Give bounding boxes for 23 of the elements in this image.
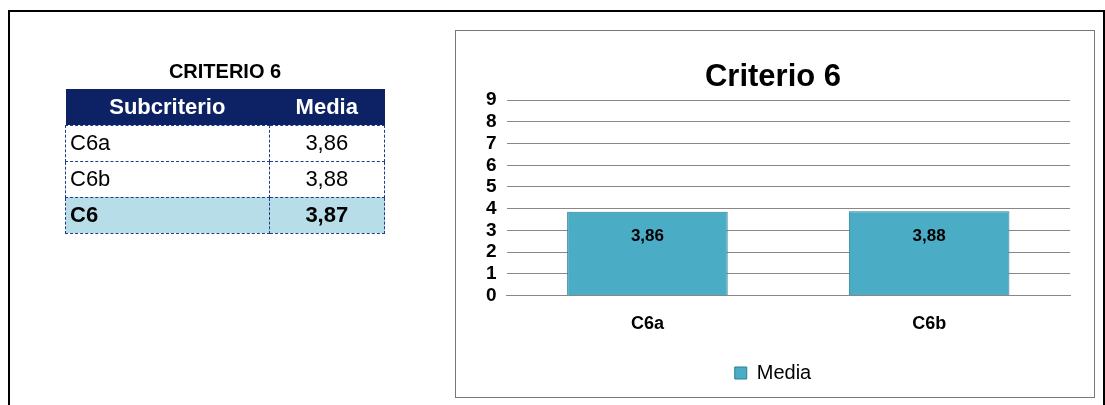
text: Subcriterio — [65, 89, 270, 125]
y-tick-label: 4 — [485, 196, 497, 218]
y-tick-label: 1 — [485, 261, 497, 283]
data-label: 3,88 — [912, 226, 946, 246]
legend-label: Media — [756, 360, 813, 383]
y-tick-label: 2 — [485, 240, 497, 262]
text: 3,87 — [269, 197, 385, 233]
y-tick-label: 8 — [485, 110, 497, 132]
y-tick-label: 7 — [485, 131, 497, 153]
text: 3,88 — [269, 161, 385, 197]
y-tick-label: 0 — [485, 283, 497, 305]
data-label: 3,86 — [630, 226, 664, 246]
y-tick-label: 6 — [485, 153, 497, 175]
y-tick-label: 9 — [485, 88, 497, 110]
text: 3,86 — [269, 125, 385, 161]
y-tick-label: 5 — [485, 175, 497, 197]
text: C6a — [65, 125, 270, 161]
text: Media — [269, 89, 385, 125]
text: C6b — [65, 161, 270, 197]
chart-title: Criterio 6 — [704, 58, 842, 94]
text: C6 — [65, 197, 270, 233]
text: CRITERIO 6 — [167, 60, 283, 83]
y-tick-label: 3 — [485, 218, 497, 240]
